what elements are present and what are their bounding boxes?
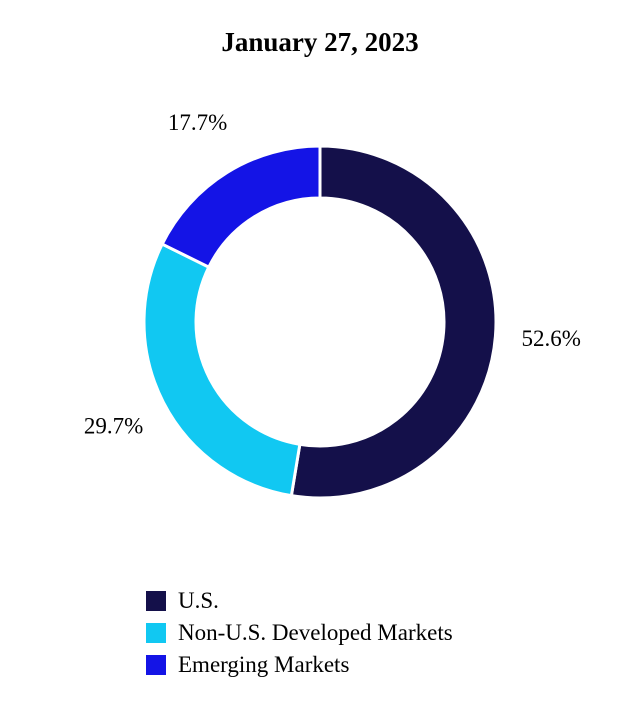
slice-us (289, 144, 498, 500)
legend-item-emerging: Emerging Markets (146, 649, 453, 681)
legend-label-emerging: Emerging Markets (178, 652, 350, 677)
legend-item-non-us-developed: Non-U.S. Developed Markets (146, 617, 453, 649)
slice-emerging (160, 144, 322, 270)
legend-label-us: U.S. (178, 588, 219, 613)
legend-swatch-non-us-developed (146, 623, 166, 643)
legend-swatch-emerging (146, 655, 166, 675)
slice-non-us-developed (142, 242, 302, 498)
legend: U.S. Non-U.S. Developed Markets Emerging… (146, 585, 453, 681)
legend-label-non-us-developed: Non-U.S. Developed Markets (178, 620, 453, 645)
legend-item-us: U.S. (146, 585, 453, 617)
chart-title: January 27, 2023 (221, 27, 419, 57)
slice-label-us: 52.6% (522, 326, 581, 351)
slice-label-emerging: 17.7% (168, 110, 227, 135)
legend-swatch-us (146, 591, 166, 611)
slice-label-non-us-developed: 29.7% (84, 413, 143, 438)
